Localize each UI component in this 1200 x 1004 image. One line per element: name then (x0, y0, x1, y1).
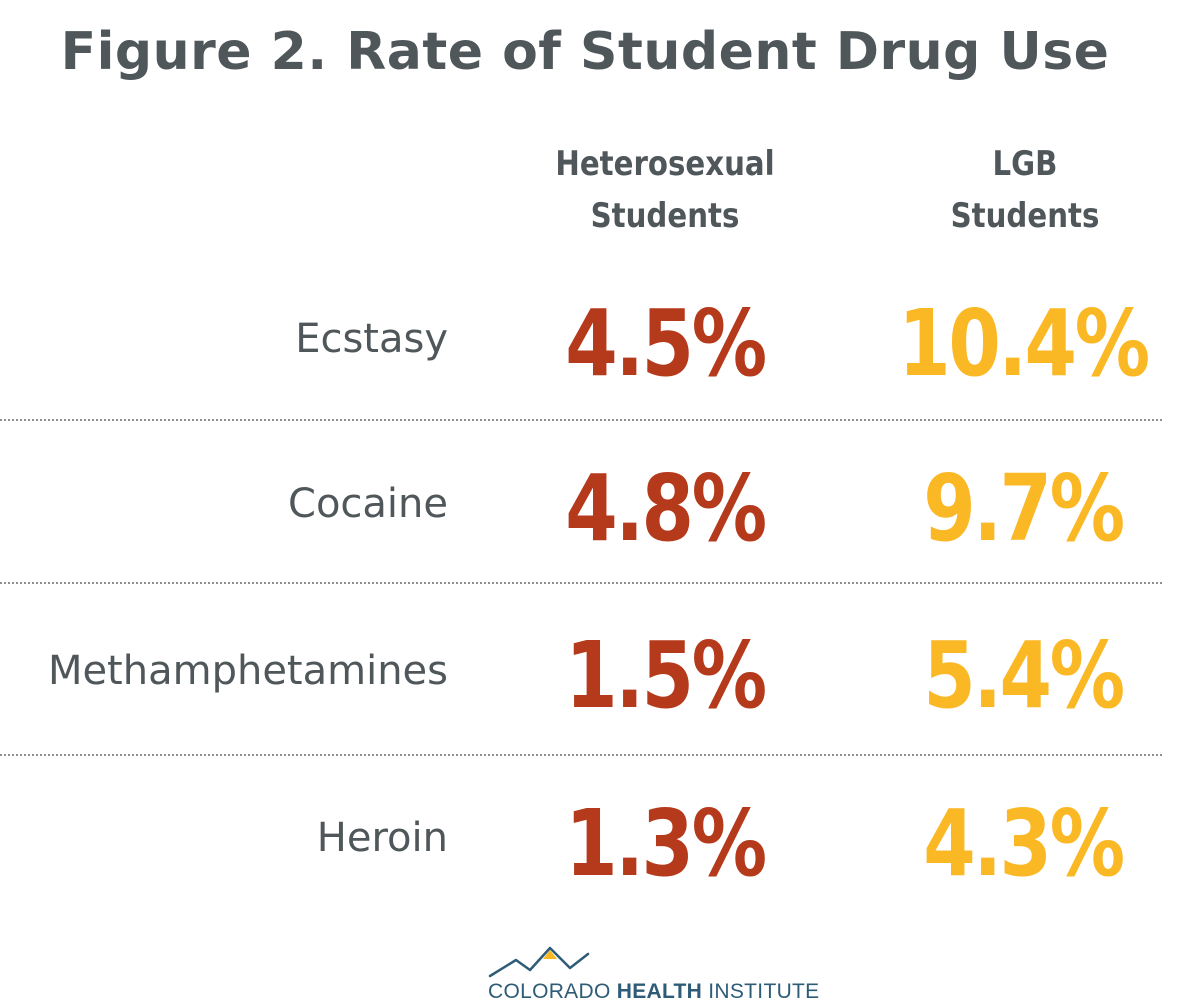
row-label-ecstasy: Ecstasy (295, 316, 448, 362)
mountain-line (488, 946, 590, 978)
row-divider (0, 582, 1162, 584)
column-header-heterosexual-line2: Students (590, 196, 740, 236)
row-label-methamphetamines: Methamphetamines (47, 648, 448, 694)
colorado-health-institute-logo: COLORADO HEALTH INSTITUTE (488, 944, 848, 1004)
value-cocaine-heterosexual: 4.8% (565, 455, 767, 562)
logo-text: COLORADO HEALTH INSTITUTE (488, 980, 819, 1004)
value-methamphetamines-lgb: 5.4% (923, 622, 1125, 729)
value-methamphetamines-heterosexual: 1.5% (565, 622, 767, 729)
value-ecstasy-heterosexual: 4.5% (565, 290, 767, 397)
row-divider (0, 419, 1162, 421)
logo-text-colorado: COLORADO (488, 980, 617, 1003)
mountain-peak-icon (543, 950, 557, 959)
column-header-heterosexual: Heterosexual Students (527, 138, 802, 242)
logo-text-institute: INSTITUTE (702, 980, 820, 1003)
column-header-lgb-line1: LGB (992, 144, 1058, 184)
chart-title: Figure 2. Rate of Student Drug Use (60, 22, 1110, 82)
row-label-cocaine: Cocaine (288, 481, 448, 527)
value-ecstasy-lgb: 10.4% (898, 290, 1150, 397)
value-heroin-heterosexual: 1.3% (565, 790, 767, 897)
column-header-heterosexual-line1: Heterosexual (555, 144, 775, 184)
column-header-lgb: LGB Students (887, 138, 1162, 242)
row-label-heroin: Heroin (316, 815, 448, 861)
value-cocaine-lgb: 9.7% (923, 455, 1125, 562)
row-divider (0, 754, 1162, 756)
value-heroin-lgb: 4.3% (923, 790, 1125, 897)
column-header-lgb-line2: Students (950, 196, 1100, 236)
mountain-logo-icon (488, 946, 590, 978)
logo-text-health: HEALTH (616, 980, 703, 1003)
